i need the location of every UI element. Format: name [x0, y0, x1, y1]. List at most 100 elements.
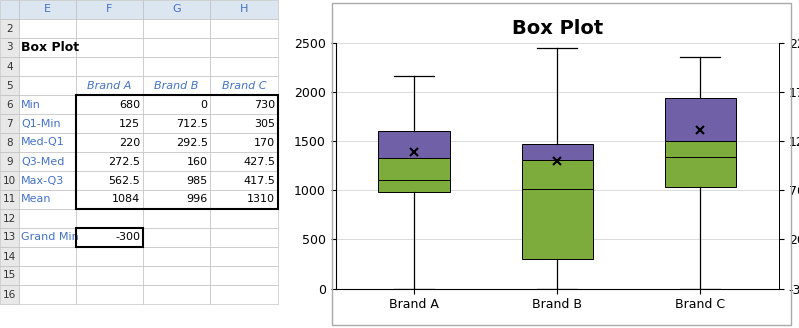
Text: 1084: 1084 — [112, 195, 141, 204]
Bar — [76, 114, 143, 133]
Bar — [665, 140, 736, 157]
Bar — [143, 19, 210, 38]
Bar — [18, 38, 76, 57]
Text: 14: 14 — [2, 252, 16, 261]
Bar — [0, 114, 18, 133]
Text: 16: 16 — [2, 290, 16, 299]
Bar — [210, 209, 278, 228]
Bar — [522, 189, 593, 259]
Bar — [210, 57, 278, 76]
Text: 985: 985 — [186, 175, 208, 186]
Text: 3: 3 — [6, 43, 13, 52]
Bar — [0, 247, 18, 266]
Bar — [143, 247, 210, 266]
Bar — [76, 266, 143, 285]
Text: 12: 12 — [2, 214, 16, 223]
Bar — [143, 76, 210, 95]
Bar — [76, 228, 143, 247]
Bar — [18, 285, 76, 304]
Text: E: E — [44, 5, 50, 14]
Text: Q3-Med: Q3-Med — [22, 156, 65, 167]
Bar — [210, 114, 278, 133]
Text: 562.5: 562.5 — [109, 175, 141, 186]
Text: G: G — [173, 5, 181, 14]
Bar — [0, 152, 18, 171]
Text: Box Plot: Box Plot — [22, 41, 79, 54]
Bar — [210, 76, 278, 95]
Bar — [210, 228, 278, 247]
Bar — [18, 171, 76, 190]
Bar — [76, 0, 143, 19]
Text: 6: 6 — [6, 99, 13, 110]
Bar — [76, 133, 143, 152]
Text: Max-Q3: Max-Q3 — [22, 175, 65, 186]
Text: 712.5: 712.5 — [176, 118, 208, 129]
Bar — [210, 38, 278, 57]
Bar — [0, 209, 18, 228]
Bar — [143, 209, 210, 228]
Bar — [143, 38, 210, 57]
Text: Brand B: Brand B — [154, 80, 199, 91]
Text: 170: 170 — [254, 137, 275, 148]
Bar — [18, 0, 76, 19]
Bar — [76, 190, 143, 209]
Bar — [522, 160, 593, 189]
Bar — [0, 133, 18, 152]
Bar — [210, 190, 278, 209]
Text: 125: 125 — [119, 118, 141, 129]
Text: 427.5: 427.5 — [243, 156, 275, 167]
Bar — [379, 180, 450, 192]
Bar — [18, 190, 76, 209]
Bar — [379, 132, 450, 158]
Text: 5: 5 — [6, 80, 13, 91]
Text: Med-Q1: Med-Q1 — [22, 137, 65, 148]
Text: 1310: 1310 — [247, 195, 275, 204]
Bar — [143, 171, 210, 190]
Text: H: H — [240, 5, 248, 14]
Bar — [0, 190, 18, 209]
Bar — [522, 144, 593, 160]
Bar — [210, 95, 278, 114]
Text: 4: 4 — [6, 62, 13, 72]
Text: 15: 15 — [2, 271, 16, 280]
Bar — [379, 158, 450, 180]
Text: 996: 996 — [186, 195, 208, 204]
Text: 220: 220 — [119, 137, 141, 148]
Bar — [143, 285, 210, 304]
Bar — [76, 171, 143, 190]
Bar — [18, 114, 76, 133]
Bar — [665, 157, 736, 187]
Bar — [143, 266, 210, 285]
Text: 305: 305 — [254, 118, 275, 129]
Text: 680: 680 — [119, 99, 141, 110]
Text: -300: -300 — [115, 233, 141, 242]
Bar — [379, 192, 450, 289]
Bar — [210, 285, 278, 304]
Bar — [18, 228, 76, 247]
Bar — [0, 38, 18, 57]
Bar — [18, 95, 76, 114]
Bar — [0, 95, 18, 114]
Text: Brand C: Brand C — [222, 80, 266, 91]
Bar — [210, 152, 278, 171]
Text: F: F — [106, 5, 113, 14]
Bar — [76, 95, 278, 209]
Bar — [0, 285, 18, 304]
Bar — [143, 190, 210, 209]
Bar — [0, 228, 18, 247]
Bar — [18, 247, 76, 266]
Text: 9: 9 — [6, 156, 13, 167]
Bar — [18, 133, 76, 152]
Title: Box Plot: Box Plot — [511, 19, 603, 38]
Text: 10: 10 — [2, 175, 16, 186]
Bar — [18, 76, 76, 95]
Bar — [210, 0, 278, 19]
Bar — [143, 228, 210, 247]
Text: 8: 8 — [6, 137, 13, 148]
Text: 417.5: 417.5 — [243, 175, 275, 186]
Text: Min: Min — [22, 99, 42, 110]
Text: 730: 730 — [254, 99, 275, 110]
Bar — [76, 38, 143, 57]
Text: 7: 7 — [6, 118, 13, 129]
Bar — [143, 133, 210, 152]
